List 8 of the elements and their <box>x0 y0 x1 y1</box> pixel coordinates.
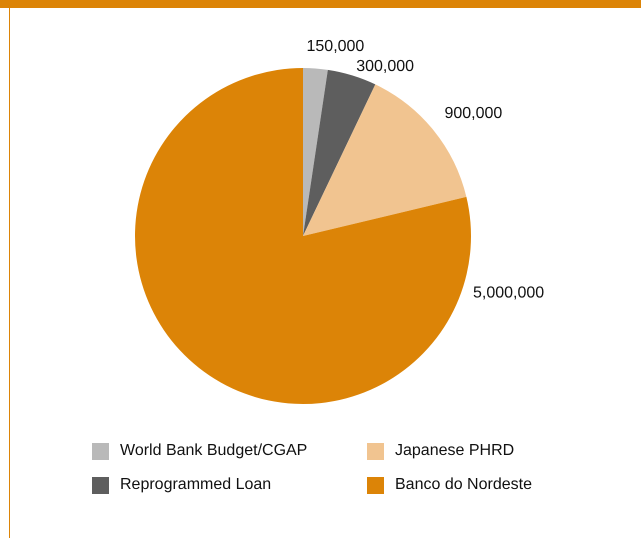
legend-label: Japanese PHRD <box>395 442 514 460</box>
legend-label: Reprogrammed Loan <box>120 476 272 494</box>
data-label: 150,000 <box>306 38 364 55</box>
data-label: 900,000 <box>444 104 502 122</box>
data-label: 300,000 <box>356 58 414 75</box>
data-label: 5,000,000 <box>473 284 544 302</box>
legend-label: World Bank Budget/CGAP <box>120 442 308 460</box>
legend-label: Banco do Nordeste <box>395 476 532 494</box>
